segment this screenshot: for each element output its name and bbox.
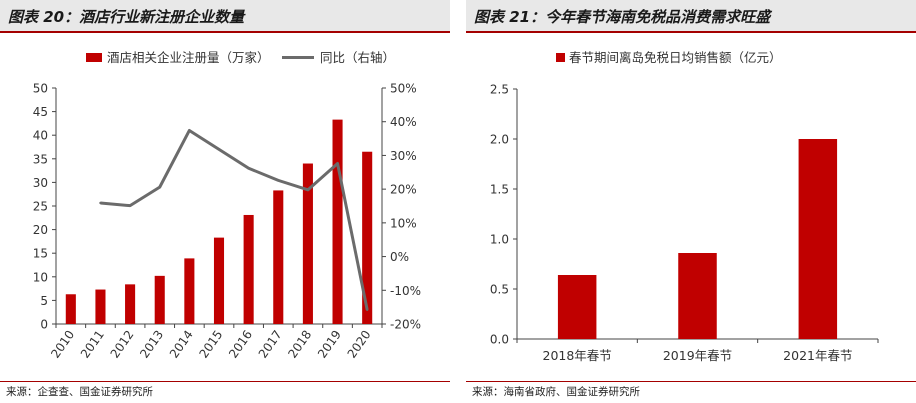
chart-title: 图表 20：酒店行业新注册企业数量: [8, 8, 245, 26]
x-tick-label: 2019年春节: [663, 348, 732, 363]
bar: [678, 253, 717, 339]
chart-title: 图表 21：今年春节海南免税品消费需求旺盛: [474, 8, 771, 26]
x-tick-label: 2016: [226, 328, 255, 361]
y-tick-label: 0.0: [490, 333, 509, 347]
y-tick-label-right: 30%: [390, 149, 417, 163]
x-tick-label: 2013: [137, 328, 166, 361]
yoy-point: [306, 188, 310, 192]
y-tick-label-left: 40: [33, 129, 48, 143]
duty-free-sales-chart: 春节期间离岛免税日均销售额（亿元） 0.0 0.5 1.0 1.5 2.0 2.5 2018年…: [490, 50, 879, 363]
y-tick-label-right: 40%: [390, 115, 417, 129]
chart-panel-left: 图表 20：酒店行业新注册企业数量 酒店相关企业注册量（万家） 同比（右轴） 0 5 1…: [0, 0, 450, 403]
y-tick-label-left: 35: [33, 152, 48, 166]
x-tick-label: 2010: [48, 328, 77, 361]
x-tick-label: 2012: [108, 328, 137, 361]
hotel-registrations-chart: 酒店相关企业注册量（万家） 同比（右轴） 0 5 10 15 20 25 30 35 40 45 50 -…: [33, 50, 421, 361]
y-tick-label-right: 10%: [390, 216, 417, 230]
y-tick-label-left: 45: [33, 105, 48, 119]
y-tick-label-right: 0%: [390, 250, 409, 264]
y-tick-label-left: 50: [33, 82, 48, 96]
yoy-point: [217, 148, 221, 151]
yoy-point: [128, 204, 132, 207]
legend-label-line: 同比（右轴）: [320, 50, 395, 65]
yoy-point: [365, 308, 369, 312]
y-tick-label-left: 25: [33, 200, 48, 214]
bar: [154, 275, 165, 324]
y-tick-label-left: 5: [40, 294, 48, 308]
yoy-line: [100, 128, 369, 311]
y-tick-label-right: -10%: [390, 284, 421, 298]
legend-swatch-bar: [556, 53, 565, 62]
bar: [95, 289, 106, 324]
y-tick-label: 2.0: [490, 133, 509, 147]
bar: [243, 214, 254, 324]
yoy-point: [247, 167, 250, 170]
legend-swatch-bar: [86, 53, 102, 62]
y-tick-label: 1.0: [490, 233, 509, 247]
source-divider: [466, 381, 916, 382]
y-tick-label-right: 50%: [390, 82, 417, 96]
bar: [332, 119, 343, 325]
y-tick-label-left: 15: [33, 247, 48, 261]
x-tick-label: 2019: [315, 328, 344, 361]
bar: [125, 284, 136, 324]
y-tick-label: 0.5: [490, 283, 509, 297]
x-tick-label: 2021年春节: [783, 348, 852, 363]
y-tick-label-left: 20: [33, 223, 48, 237]
bar: [798, 139, 838, 339]
yoy-point: [188, 129, 191, 132]
x-tick-label: 2018: [285, 328, 314, 361]
chart-title-bar: 图表 20：酒店行业新注册企业数量: [0, 0, 450, 33]
chart-source: 来源：海南省政府、国金证券研究所: [472, 386, 640, 398]
x-tick-label: 2018年春节: [543, 348, 612, 363]
source-divider: [0, 381, 450, 382]
bar: [557, 275, 597, 339]
chart-source: 来源：企查查、国金证券研究所: [6, 386, 153, 398]
legend-label-bar: 春节期间离岛免税日均销售额（亿元）: [569, 50, 782, 65]
yoy-point: [158, 185, 161, 189]
x-tick-label: 2020: [345, 328, 374, 361]
y-tick-label: 1.5: [490, 183, 509, 197]
bar: [184, 258, 195, 324]
chart-panel-right: 图表 21：今年春节海南免税品消费需求旺盛 春节期间离岛免税日均销售额（亿元） 0…: [466, 0, 916, 403]
bar: [273, 190, 284, 324]
x-tick-label: 2011: [78, 328, 107, 361]
yoy-point: [99, 201, 102, 205]
y-tick-label-left: 0: [40, 318, 48, 332]
bar: [302, 163, 313, 324]
y-tick-label: 2.5: [490, 83, 509, 97]
bar: [65, 294, 76, 324]
bar: [213, 237, 225, 324]
y-tick-label-right: 20%: [390, 183, 417, 197]
y-tick-label-left: 30: [33, 176, 48, 190]
x-tick-label: 2015: [196, 328, 225, 361]
bar: [362, 151, 373, 324]
y-tick-label-left: 10: [33, 270, 48, 284]
y-tick-label-right: -20%: [390, 318, 421, 332]
chart-title-bar: 图表 21：今年春节海南免税品消费需求旺盛: [466, 0, 916, 33]
yoy-point: [336, 162, 339, 165]
yoy-point: [277, 179, 280, 182]
x-tick-label: 2014: [167, 328, 196, 361]
legend-label-bar: 酒店相关企业注册量（万家）: [107, 50, 270, 65]
x-tick-label: 2017: [256, 328, 285, 361]
